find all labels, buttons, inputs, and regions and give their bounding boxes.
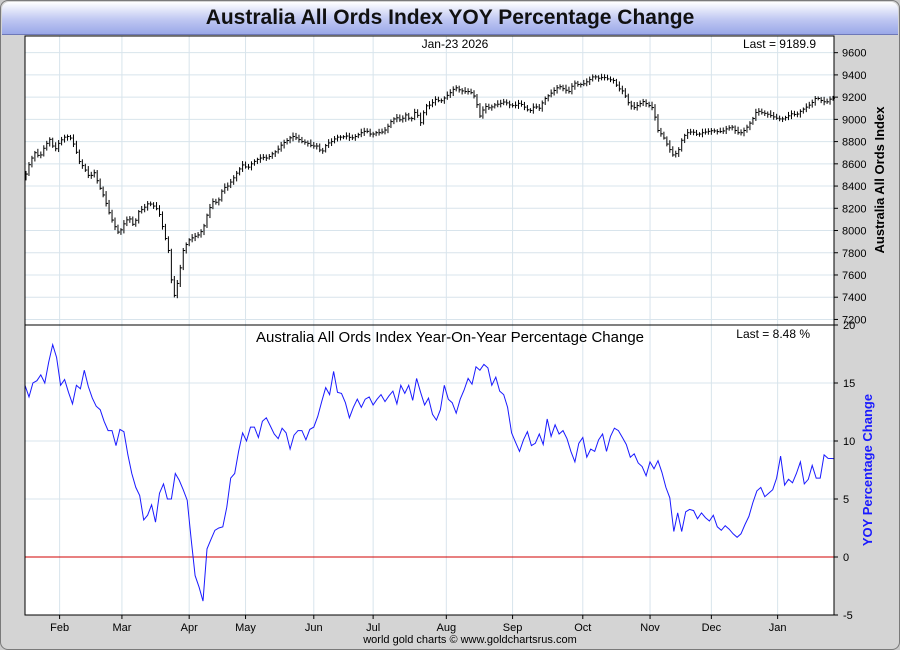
x-tick-label: Mar [112,622,131,634]
price-y-axis: 7200 7400 7600 7800 8000 8200 8400 8600 8800 9000… [834,48,866,326]
x-tick-label: Sep [503,622,523,634]
x-tick-label: Oct [574,622,591,634]
yoy-series-line [24,342,835,602]
yoy-y-axis: -5 0 5 10 15 20 [834,320,855,622]
x-tick-label: Jan [769,622,787,634]
price-y-tick-label: 7400 [842,292,866,304]
yoy-title: Australia All Ords Index Year-On-Year Pe… [256,329,644,346]
yoy-y-tick-label: 15 [843,378,855,390]
price-last-label: Last = 9189.9 [743,37,816,51]
yoy-plot-border [24,324,835,616]
x-tick-label: May [235,622,256,634]
x-tick-label: Feb [50,622,69,634]
price-series [25,73,836,299]
chart-title: Australia All Ords Index YOY Percentage … [205,6,695,29]
yoy-y-tick-label: 20 [843,320,855,332]
price-y-tick-label: 8400 [842,181,866,193]
x-tick-label: Aug [437,622,457,634]
yoy-y-tick-label: 10 [843,436,855,448]
x-tick-label: Dec [702,622,722,634]
price-y-tick-label: 8600 [842,159,866,171]
price-y-tick-label: 7600 [842,270,866,282]
price-y-tick-label: 8200 [842,203,866,215]
price-y-tick-label: 8800 [842,137,866,149]
price-y-tick-label: 9200 [842,92,866,104]
x-tick-label: Jul [366,622,380,634]
price-y-tick-label: 7200 [842,314,866,326]
price-y-tick-label: 7800 [842,248,866,260]
yoy-y-tick-label: -5 [843,610,853,622]
price-plot-area [25,36,834,325]
x-tick-label: Jun [305,622,323,634]
yoy-plot-area [25,325,834,615]
title-bar: Australia All Ords Index YOY Percentage … [2,2,898,35]
price-y-tick-label: 9000 [842,114,866,126]
price-y-tick-label: 8000 [842,226,866,238]
footer-credit: world gold charts © www.goldchartsrus.co… [362,634,577,646]
price-y-label: Australia All Ords Index [872,106,887,254]
yoy-y-tick-label: 0 [843,552,849,564]
x-tick-label: Nov [640,622,660,634]
price-y-tick-label: 9600 [842,48,866,60]
price-date-label: Jan-23 2026 [422,37,489,51]
yoy-last-label: Last = 8.48 % [736,327,810,341]
yoy-y-tick-label: 5 [843,494,849,506]
x-axis: Feb Mar Apr May Jun Jul Aug Sep Oct Nov Dec Jan [50,615,787,634]
price-y-tick-label: 9400 [842,70,866,82]
x-tick-label: Apr [181,622,198,634]
yoy-y-label: YOY Percentage Change [860,394,875,546]
price-grid [25,36,834,325]
